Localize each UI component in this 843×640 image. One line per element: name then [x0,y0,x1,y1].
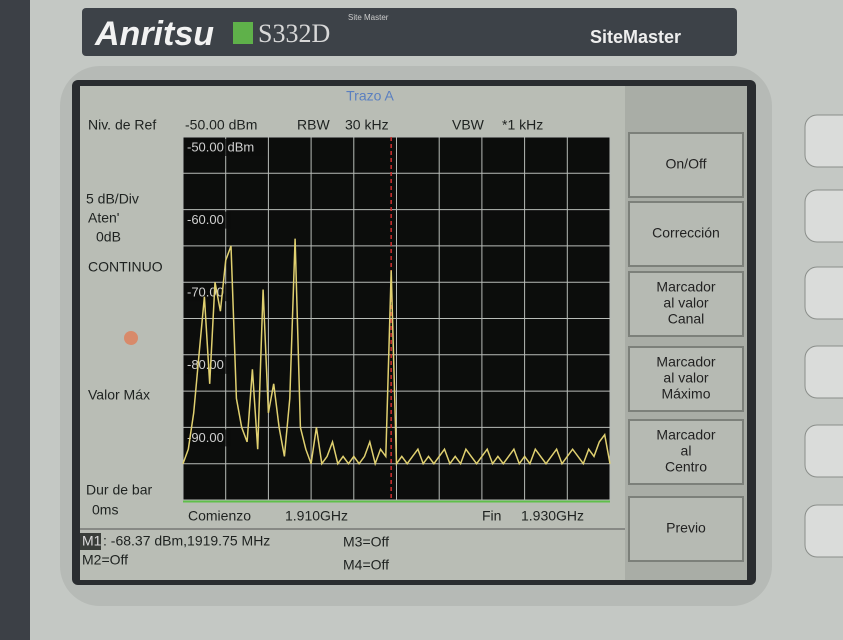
softkey-face [628,201,744,267]
softkey-label: Marcador [656,354,715,370]
sweep-time-label: Dur de bar [86,482,152,498]
softkey-face [628,132,744,198]
tick-label-bg [185,429,231,447]
detection: Valor Máx [88,387,150,403]
marker-tag-box [80,533,101,550]
scale: 5 dB/Div [86,191,139,207]
marker-tag: M1 [82,533,102,549]
softkey-label: al valor [663,370,708,386]
trace [182,238,611,467]
start-label: Comienzo [188,508,251,524]
tick-label-bg [185,139,267,156]
softkey-label: On/Off [666,156,707,172]
softkey-face [628,346,744,412]
softkey-label: Centro [665,459,707,475]
start-value: 1.910GHz [285,508,348,524]
softkey-label: Marcador [656,279,715,295]
hw-key[interactable] [804,114,843,168]
ref-label: Niv. de Ref [88,117,156,133]
marker-readout: : -68.37 dBm,1919.75 MHz [103,533,270,549]
stop-value: 1.930GHz [521,508,584,524]
hardware-keys [804,114,843,558]
model-sub: Site Master [348,13,389,22]
hw-key[interactable] [804,266,843,320]
hw-key[interactable] [804,345,843,399]
marker-4: M4=Off [343,557,389,573]
atten-label: Aten' [88,210,119,226]
marker-3: M3=Off [343,534,389,550]
device-edge [0,0,30,640]
tick-label-bg [185,211,231,229]
chart: -50.00 dBm-60.00-70.00-80.00-90.00 [182,136,611,501]
stop-label: Fin [482,508,501,524]
trace-title: Trazo A [346,88,394,104]
softkey-label: Máximo [661,386,710,402]
softkey-label: Marcador [656,427,715,443]
status-indicator [124,331,138,345]
rbw-value: 30 kHz [345,117,389,133]
hw-key[interactable] [804,504,843,558]
y-tick-label: -50.00 dBm [187,139,254,154]
rbw-label: RBW [297,117,330,133]
product-name: SiteMaster [590,27,681,47]
y-tick-label: -90.00 [187,430,224,445]
softkey[interactable]: Corrección [628,201,744,267]
softkey-label: Canal [668,311,705,327]
tick-label-bg [185,284,231,302]
softkey[interactable]: Previo [628,496,744,562]
brand-square [233,22,253,44]
softkey-label: Previo [666,520,706,536]
sweep-mode: CONTINUO [88,259,163,275]
softkey-label: al valor [663,295,708,311]
hw-key[interactable] [804,189,843,243]
softkey-face [628,496,744,562]
vbw-value: *1 kHz [502,117,543,133]
softkey-label: al [681,443,692,459]
softkey-label: Corrección [652,225,720,241]
y-tick-label: -60.00 [187,212,224,227]
softkey[interactable]: On/Off [628,132,744,198]
model: S332D [258,19,330,48]
atten-value: 0dB [96,229,121,245]
sweep-time-value: 0ms [92,502,118,518]
vbw-label: VBW [452,117,485,133]
brand: Anritsu [94,15,214,53]
softkey-face [628,271,744,337]
hw-key[interactable] [804,424,843,478]
softkey-face [628,419,744,485]
marker-2: M2=Off [82,552,128,568]
y-tick-label: -80.00 [187,357,224,372]
ref-value: -50.00 dBm [185,117,257,133]
